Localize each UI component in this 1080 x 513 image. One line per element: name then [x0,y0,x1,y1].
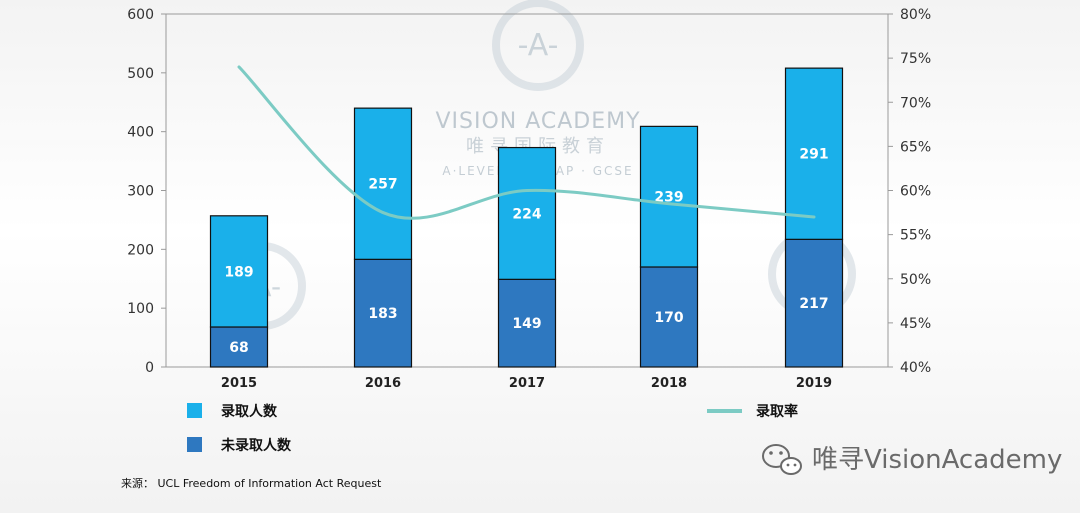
bar-label-not-admitted: 183 [368,306,397,322]
bar-label-not-admitted: 217 [799,296,828,312]
x-tick-label: 2017 [509,376,545,391]
legend-label-admitted: 录取人数 [221,403,278,420]
y-tick-label: 600 [127,7,154,23]
bar-label-admitted: 224 [512,206,541,222]
y-tick-label: 200 [127,242,154,258]
bar-admitted [639,125,699,268]
bar-label-admitted: 189 [224,264,253,280]
rate-line-group [237,65,816,220]
legend: 录取人数 未录取人数 录取率 [187,403,798,454]
y2-tick-label: 55% [900,228,931,244]
bar-not-admitted [497,278,557,368]
y2-tick-label: 65% [900,139,931,155]
bar-not-admitted [209,326,269,368]
brand-group: 唯寻VisionAcademy [762,444,1062,475]
y-tick-label: 400 [127,125,154,141]
x-tick-label: 2015 [221,376,257,391]
bar-label-admitted: 257 [368,177,397,193]
legend-swatch-not-admitted [187,437,202,452]
bar-not-admitted [353,258,413,368]
bar-label-not-admitted: 149 [512,316,541,332]
legend-label-rate: 录取率 [756,403,798,420]
y2-tick-label: 60% [900,184,931,200]
bars-group [209,67,844,368]
y2-tick-label: 50% [900,272,931,288]
brand-name: 唯寻VisionAcademy [812,445,1062,475]
y-tick-label: 500 [127,66,154,82]
x-tick-label: 2019 [796,376,832,391]
bar-admitted [497,146,557,280]
x-tick-label: 2016 [365,376,401,391]
bar-admitted [353,107,413,260]
legend-label-not-admitted: 未录取人数 [221,437,292,454]
y-tick-label: 0 [145,360,154,376]
bar-label-not-admitted: 68 [229,340,248,356]
bar-admitted [209,215,269,328]
bar-not-admitted [639,266,699,368]
y2-tick-label: 80% [900,7,931,23]
svg-text:-A-: -A- [518,28,559,63]
y-tick-label: 300 [127,184,154,200]
y2-tick-label: 70% [900,95,931,111]
bar-label-not-admitted: 170 [654,310,683,326]
legend-swatch-admitted [187,403,202,418]
watermark-title: VISION ACADEMY [435,109,640,134]
x-axis: 2015 2016 2017 2018 2019 [221,376,832,391]
y2-tick-label: 40% [900,360,931,376]
y-axis-left: 0 100 200 300 400 500 600 [127,7,166,376]
x-tick-label: 2018 [651,376,687,391]
y2-tick-label: 45% [900,316,931,332]
bar-admitted [784,67,844,240]
bar-not-admitted [784,238,844,368]
source-note: 来源： UCL Freedom of Information Act Reque… [121,476,382,490]
wechat-icon [762,444,802,475]
y2-tick-label: 75% [900,51,931,67]
bar-label-admitted: 291 [799,147,828,163]
y-tick-label: 100 [127,301,154,317]
y-axis-right: 40% 45% 50% 55% 60% 65% 70% 75% 80% [888,7,931,376]
rate-line [237,65,816,220]
